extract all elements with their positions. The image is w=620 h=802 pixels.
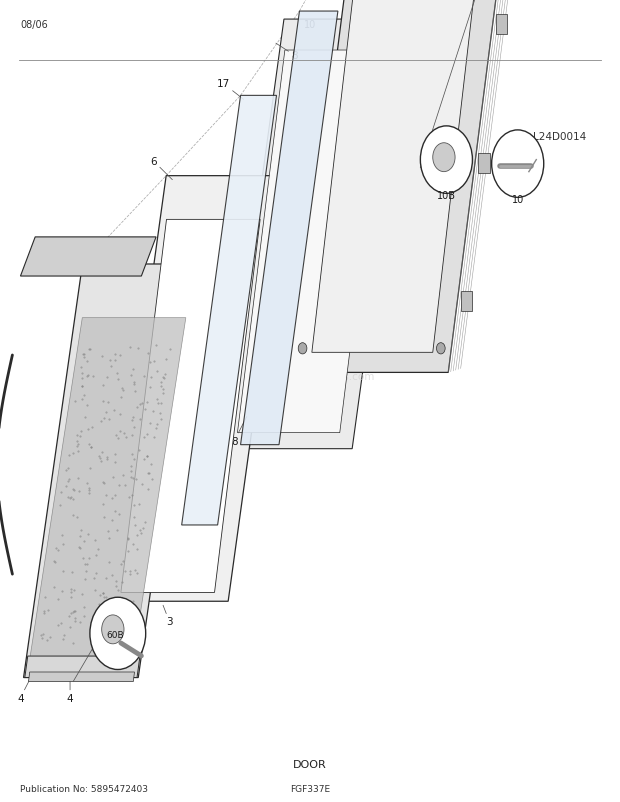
Text: 9: 9 [0, 801, 1, 802]
Text: 4: 4 [17, 674, 33, 703]
Text: Publication No: 5895472403: Publication No: 5895472403 [20, 784, 148, 793]
Text: ©ReplacementParts.com: ©ReplacementParts.com [245, 372, 375, 382]
Text: 8: 8 [231, 417, 247, 446]
Text: 6: 6 [151, 157, 172, 180]
Polygon shape [312, 0, 480, 353]
Polygon shape [296, 0, 507, 373]
Circle shape [420, 127, 472, 194]
Polygon shape [479, 153, 490, 173]
Text: 10: 10 [512, 195, 524, 205]
Text: 39: 39 [60, 266, 86, 276]
Circle shape [298, 343, 307, 354]
Text: L24D0014: L24D0014 [533, 132, 587, 142]
Polygon shape [496, 15, 507, 35]
Polygon shape [29, 318, 186, 663]
Text: 12: 12 [0, 801, 1, 802]
Polygon shape [25, 656, 140, 678]
Text: 52: 52 [91, 264, 110, 273]
Text: 60B: 60B [106, 630, 123, 639]
Text: 10B: 10B [437, 191, 456, 200]
Polygon shape [225, 20, 411, 449]
Text: 3: 3 [163, 606, 172, 626]
Polygon shape [29, 672, 135, 682]
Polygon shape [182, 96, 277, 525]
Circle shape [102, 615, 124, 644]
Circle shape [433, 144, 455, 172]
Circle shape [492, 131, 544, 198]
Polygon shape [24, 265, 197, 678]
Text: 17: 17 [216, 79, 244, 100]
Polygon shape [241, 12, 338, 445]
Text: 08/06: 08/06 [20, 20, 48, 30]
Text: 8: 8 [276, 44, 298, 61]
Polygon shape [121, 220, 260, 593]
Circle shape [90, 597, 146, 670]
Text: FGF337E: FGF337E [290, 784, 330, 793]
Polygon shape [237, 51, 387, 433]
Polygon shape [20, 237, 156, 277]
Circle shape [436, 343, 445, 354]
Polygon shape [107, 176, 287, 602]
Text: 10: 10 [304, 20, 316, 30]
Text: DOOR: DOOR [293, 759, 327, 768]
Text: 4: 4 [67, 674, 73, 703]
Polygon shape [461, 292, 472, 312]
